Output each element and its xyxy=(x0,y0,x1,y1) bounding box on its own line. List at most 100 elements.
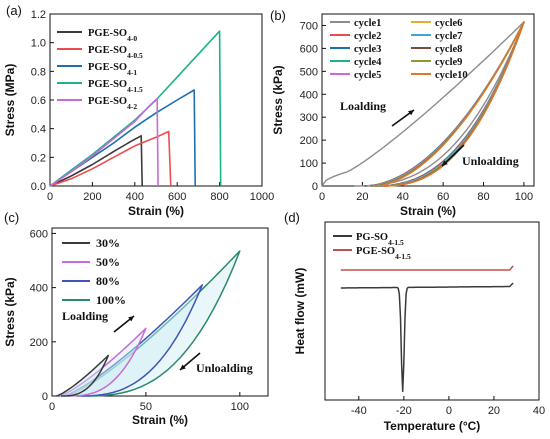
panel-c-ytick-label: 200 xyxy=(30,337,48,349)
panel-d: (d) -40 -20 0 20 40 Temperature (°C) Heat flow … xyxy=(284,210,545,433)
panel-c-legend-label: 80% xyxy=(96,274,120,288)
panel-d-xtick-label: -20 xyxy=(396,405,412,417)
panel-b-legend-label: cycle5 xyxy=(354,70,381,81)
panel-c-loop-50% xyxy=(59,327,147,397)
panel-d-xtick-label: 20 xyxy=(488,405,500,417)
panel-b-legend-label: cycle1 xyxy=(354,18,381,29)
panel-a: (a) 0 200 400 600 800 1000 0.0 0.2 0.4 0.6 0.8 1.0 1.… xyxy=(3,3,274,218)
panel-b-legend-label: cycle7 xyxy=(435,31,462,42)
panel-b-arrow-loading-head xyxy=(408,110,414,116)
panel-c-loop-fill xyxy=(64,284,203,396)
panel-b-legend-label: cycle3 xyxy=(354,44,381,55)
panel-a-legend-label: PGE-SO4-1 xyxy=(88,62,137,77)
panel-b-ytick-label: 700 xyxy=(300,20,318,32)
panel-b-xtick-label: 20 xyxy=(356,191,368,203)
panel-a-xtick-label: 800 xyxy=(210,191,228,203)
panel-c-ytick-label: 600 xyxy=(30,228,48,240)
panel-b: (b) 0 20 40 60 80 100 0 100 200 300 400 500 600 700 Str… xyxy=(270,8,535,218)
panel-c-annotation-unloading: Unloalding xyxy=(196,361,253,375)
panel-a-series-4-0.5 xyxy=(49,130,172,187)
panel-b-legend-label: cycle10 xyxy=(435,70,468,81)
panel-a-xtick-label: 0 xyxy=(47,191,53,203)
panel-b-xtick-label: 60 xyxy=(437,191,449,203)
panel-c-loop-fill xyxy=(59,328,146,396)
panel-a-ytick-label: 0.6 xyxy=(31,95,46,107)
panel-a-xtick-label: 400 xyxy=(126,191,144,203)
panel-b-ytick-label: 600 xyxy=(300,43,318,55)
panel-a-series-4-0 xyxy=(49,135,143,187)
panel-a-ytick-label: 0.8 xyxy=(31,66,46,78)
panel-a-ytick-label: 0.2 xyxy=(31,152,46,164)
panel-b-arrow-unloading-head xyxy=(442,160,448,166)
panel-c-ytick-label: 400 xyxy=(30,283,48,295)
panel-a-xtick-label: 600 xyxy=(168,191,186,203)
panel-d-xtick-label: 0 xyxy=(446,405,452,417)
panel-b-xtick-label: 100 xyxy=(515,191,533,203)
panel-c-xtick-label: 100 xyxy=(231,401,249,413)
panel-d-label: (d) xyxy=(284,210,300,225)
panel-c-xtick-label: 0 xyxy=(49,401,55,413)
panel-c: (c) 0 50 100 0 200 400 600 Strain (%) Stress (kPa… xyxy=(3,210,269,427)
panel-a-xlabel: Strain (%) xyxy=(128,204,184,218)
panel-b-legend-label: cycle6 xyxy=(435,18,462,29)
panel-a-ytick-label: 1.2 xyxy=(31,9,46,21)
panel-a-xtick-label: 200 xyxy=(83,191,101,203)
panel-c-annotation-loading: Loalding xyxy=(62,309,108,323)
panel-c-ytick-label: 0 xyxy=(42,391,48,403)
panel-a-legend-label: PGE-SO4-0.5 xyxy=(88,45,143,60)
panel-b-label: (b) xyxy=(270,8,286,23)
panel-c-loop-30% xyxy=(56,354,110,397)
panel-b-ytick-label: 0 xyxy=(312,181,318,193)
panel-b-xtick-label: 80 xyxy=(477,191,489,203)
panel-a-label: (a) xyxy=(6,3,22,18)
panel-b-ytick-label: 500 xyxy=(300,66,318,78)
panel-d-legend-label: PGE-SO4-1.5 xyxy=(356,246,411,261)
panel-c-ylabel: Stress (kPa) xyxy=(3,277,17,346)
panel-a-series-4-2 xyxy=(49,97,159,187)
panel-b-cycle10 xyxy=(373,21,525,187)
panel-b-xtick-label: 0 xyxy=(319,191,325,203)
panel-b-cycle1 xyxy=(321,21,525,187)
panel-b-legend-label: cycle9 xyxy=(435,57,462,68)
panel-b-annotation-unloading: Unloalding xyxy=(462,154,519,168)
panel-d-ylabel: Heat flow (mW) xyxy=(293,268,307,355)
panel-d-xtick-label: -40 xyxy=(351,405,367,417)
panel-b-ylabel: Stress (kPa) xyxy=(271,65,285,134)
panel-c-arrow-unloading-head xyxy=(180,364,186,370)
panel-d-xtick-label: 40 xyxy=(533,405,545,417)
panel-a-xtick-label: 1000 xyxy=(250,191,274,203)
panel-b-xtick-label: 40 xyxy=(397,191,409,203)
panel-c-loop-100% xyxy=(66,250,241,397)
panel-b-ytick-label: 200 xyxy=(300,135,318,147)
panel-b-ytick-label: 100 xyxy=(300,158,318,170)
panel-a-ytick-label: 0.0 xyxy=(31,181,46,193)
panel-c-legend-label: 30% xyxy=(96,236,120,250)
panel-a-legend-label: PGE-SO4-1.5 xyxy=(88,79,143,94)
panel-c-loop-80% xyxy=(63,284,204,397)
panel-c-xlabel: Strain (%) xyxy=(132,413,188,427)
panel-c-legend-label: 100% xyxy=(96,293,126,307)
panel-c-frame xyxy=(51,227,269,397)
panel-b-legend-label: cycle4 xyxy=(354,57,382,68)
panel-d-legend-label: PG-SO4-1.5 xyxy=(356,232,404,247)
panel-c-legend-label: 50% xyxy=(96,255,120,269)
panel-a-legend-label: PGE-SO4-2 xyxy=(88,96,137,111)
panel-b-ytick-label: 300 xyxy=(300,112,318,124)
panel-a-ytick-label: 0.4 xyxy=(31,124,46,136)
panel-b-xlabel: Strain (%) xyxy=(400,204,456,218)
panel-d-frame xyxy=(324,221,540,401)
panel-c-label: (c) xyxy=(4,210,19,225)
panel-d-series-pg xyxy=(340,282,514,393)
panel-b-annotation-loading: Loalding xyxy=(340,99,386,113)
panel-b-frame xyxy=(321,13,535,187)
panel-a-ylabel: Stress (MPa) xyxy=(3,64,17,137)
panel-a-legend-label: PGE-SO4-0 xyxy=(88,28,137,43)
panel-b-ytick-label: 400 xyxy=(300,89,318,101)
panel-d-xlabel: Temperature (°C) xyxy=(384,419,481,433)
panel-c-arrow-loading-head xyxy=(128,316,134,322)
panel-a-ytick-label: 1.0 xyxy=(31,38,46,50)
panel-b-legend-label: cycle8 xyxy=(435,44,462,55)
panel-b-legend-label: cycle2 xyxy=(354,31,381,42)
panel-d-series-pge xyxy=(340,265,514,271)
